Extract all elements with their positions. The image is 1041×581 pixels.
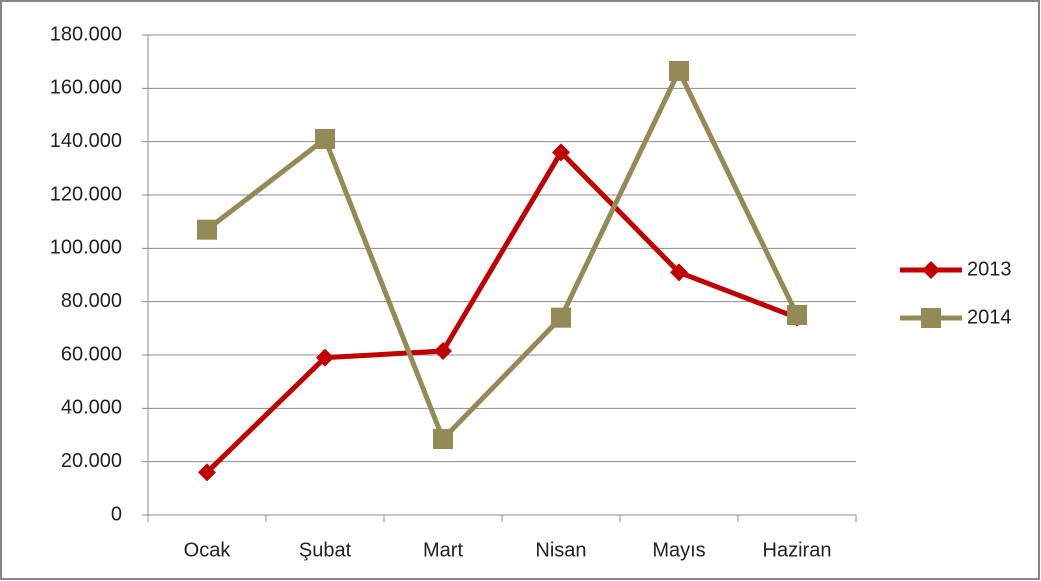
data-point: [198, 463, 216, 482]
y-tick-label: 20.000: [61, 450, 122, 472]
y-tick-label: 120.000: [50, 183, 122, 205]
y-tick-label: 160.000: [50, 77, 122, 99]
data-point: [552, 143, 570, 162]
data-point: [551, 307, 571, 328]
series-line: [205, 149, 798, 475]
y-tick-label: 100.000: [50, 237, 122, 259]
y-tick-label: 60.000: [61, 343, 122, 365]
data-point: [433, 429, 453, 449]
data-point: [197, 219, 217, 240]
legend-label: 2014: [967, 306, 1012, 328]
data-point: [315, 129, 335, 149]
series-line: [205, 68, 800, 442]
legend-label: 2013: [967, 258, 1012, 280]
y-tick-label: 180.000: [50, 23, 122, 45]
data-point: [787, 305, 807, 325]
x-tick-label: Haziran: [763, 539, 832, 561]
legend-marker: [922, 261, 940, 279]
x-tick-label: Nisan: [535, 539, 586, 561]
data-point: [670, 263, 688, 282]
y-tick-label: 80.000: [61, 290, 122, 312]
y-tick-label: 140.000: [50, 130, 122, 152]
y-tick-label: 40.000: [61, 397, 122, 419]
data-point: [434, 342, 452, 360]
x-tick-label: Mart: [423, 539, 463, 561]
legend-marker: [921, 308, 941, 328]
data-point: [669, 61, 689, 81]
y-tick-label: 0: [111, 503, 122, 525]
data-point: [316, 348, 334, 367]
x-tick-label: Şubat: [299, 539, 352, 561]
x-tick-label: Mayıs: [652, 539, 705, 561]
x-tick-label: Ocak: [184, 539, 232, 561]
